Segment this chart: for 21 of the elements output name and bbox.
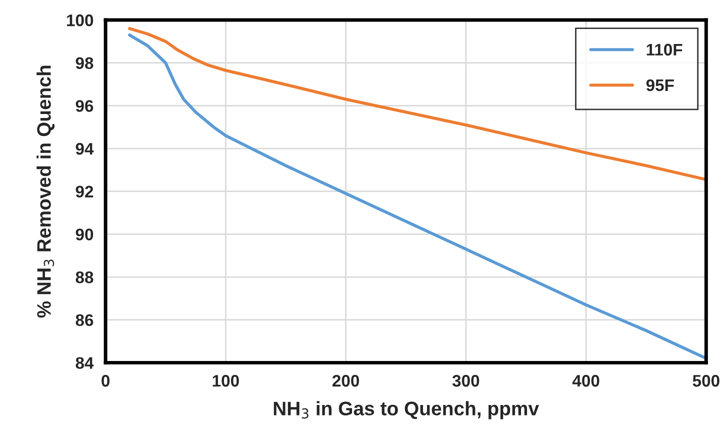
legend-label: 95F <box>646 79 674 92</box>
line-series <box>128 33 706 360</box>
y-tick-label: 84 <box>76 357 94 369</box>
y-tick-label: 100 <box>67 14 94 26</box>
y-tick-label: 92 <box>76 186 94 198</box>
y-axis-title: % NH$_{3}$ Removed in Quench <box>36 66 55 318</box>
y-tick-label: 94 <box>76 142 94 155</box>
x-axis-title: NH$_{3}$ in Gas to Quench, ppmv <box>274 401 539 420</box>
y-tick-label: 96 <box>76 100 94 112</box>
x-tick-label: 0 <box>102 374 110 387</box>
y-tick-label: 86 <box>76 314 94 326</box>
x-tick-label: 100 <box>212 374 239 387</box>
x-tick-label: 500 <box>692 374 720 387</box>
line-series <box>128 27 706 182</box>
y-tick-label: 98 <box>76 57 94 70</box>
legend-label: 110F <box>646 44 682 56</box>
y-tick-label: 90 <box>76 228 94 240</box>
x-tick-label: 200 <box>332 374 360 387</box>
x-tick-label: 400 <box>572 374 600 387</box>
x-tick-label: 300 <box>452 374 480 387</box>
y-tick-label: 88 <box>76 271 94 284</box>
